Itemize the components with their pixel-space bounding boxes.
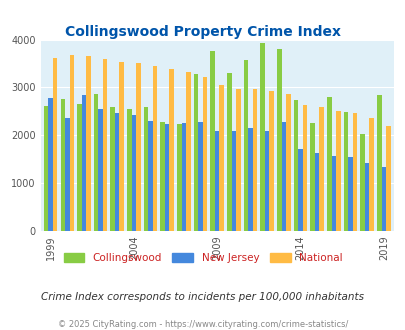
- Bar: [152, 66, 157, 231]
- Bar: [127, 109, 131, 231]
- Bar: [48, 98, 53, 231]
- Bar: [369, 118, 373, 231]
- Bar: [347, 157, 352, 231]
- Legend: Collingswood, New Jersey, National: Collingswood, New Jersey, National: [59, 248, 346, 267]
- Bar: [53, 58, 57, 231]
- Bar: [81, 95, 86, 231]
- Bar: [60, 99, 65, 231]
- Bar: [115, 113, 119, 231]
- Bar: [193, 74, 198, 231]
- Bar: [310, 123, 314, 231]
- Bar: [148, 121, 152, 231]
- Bar: [293, 100, 298, 231]
- Bar: [210, 51, 214, 231]
- Bar: [252, 89, 257, 231]
- Text: Collingswood Property Crime Index: Collingswood Property Crime Index: [65, 25, 340, 39]
- Bar: [248, 128, 252, 231]
- Bar: [219, 85, 224, 231]
- Bar: [119, 62, 124, 231]
- Bar: [319, 107, 323, 231]
- Bar: [352, 113, 356, 231]
- Bar: [326, 97, 331, 231]
- Bar: [102, 59, 107, 231]
- Bar: [214, 131, 219, 231]
- Bar: [94, 94, 98, 231]
- Bar: [86, 56, 90, 231]
- Bar: [164, 124, 169, 231]
- Bar: [77, 104, 81, 231]
- Bar: [177, 124, 181, 231]
- Bar: [269, 91, 273, 231]
- Bar: [185, 72, 190, 231]
- Text: Crime Index corresponds to incidents per 100,000 inhabitants: Crime Index corresponds to incidents per…: [41, 292, 364, 302]
- Bar: [376, 95, 381, 231]
- Bar: [381, 167, 385, 231]
- Bar: [44, 106, 48, 231]
- Bar: [236, 89, 240, 231]
- Bar: [314, 153, 319, 231]
- Bar: [226, 73, 231, 231]
- Bar: [110, 107, 115, 231]
- Bar: [181, 123, 185, 231]
- Bar: [286, 94, 290, 231]
- Bar: [136, 63, 140, 231]
- Bar: [260, 44, 264, 231]
- Bar: [69, 55, 74, 231]
- Bar: [343, 112, 347, 231]
- Bar: [202, 77, 207, 231]
- Bar: [243, 60, 248, 231]
- Bar: [264, 131, 269, 231]
- Bar: [360, 134, 364, 231]
- Bar: [331, 156, 335, 231]
- Bar: [131, 115, 136, 231]
- Bar: [198, 122, 202, 231]
- Bar: [65, 118, 69, 231]
- Bar: [335, 112, 340, 231]
- Bar: [143, 107, 148, 231]
- Bar: [160, 122, 164, 231]
- Bar: [231, 131, 236, 231]
- Bar: [302, 105, 307, 231]
- Text: © 2025 CityRating.com - https://www.cityrating.com/crime-statistics/: © 2025 CityRating.com - https://www.city…: [58, 320, 347, 329]
- Bar: [364, 163, 369, 231]
- Bar: [298, 149, 302, 231]
- Bar: [98, 109, 102, 231]
- Bar: [281, 122, 286, 231]
- Bar: [277, 49, 281, 231]
- Bar: [385, 126, 390, 231]
- Bar: [169, 69, 174, 231]
